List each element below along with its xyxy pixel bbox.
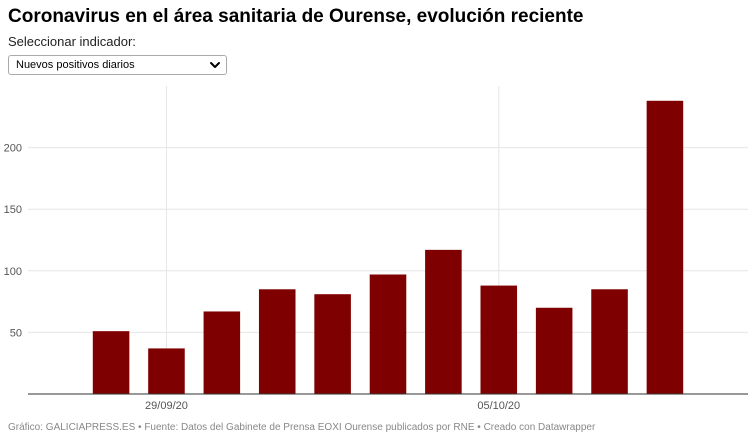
y-tick-label: 50 <box>10 327 22 339</box>
bar <box>314 294 351 394</box>
y-tick-label: 200 <box>4 143 22 155</box>
bar <box>203 311 241 394</box>
bar <box>258 289 296 394</box>
bar <box>646 100 684 394</box>
y-tick-label: 100 <box>4 266 22 278</box>
chevron-down-icon <box>210 62 220 68</box>
bar <box>369 274 407 394</box>
bar <box>425 249 462 394</box>
x-tick-label: 29/09/20 <box>145 400 188 412</box>
indicator-select[interactable]: Nuevos positivos diarios <box>8 55 227 75</box>
bar <box>591 289 628 394</box>
bar <box>535 307 573 394</box>
bar <box>148 348 185 394</box>
x-tick-label: 05/10/20 <box>477 400 520 412</box>
bar <box>92 331 130 394</box>
indicator-select-value: Nuevos positivos diarios <box>16 59 135 71</box>
page-title: Coronavirus en el área sanitaria de Oure… <box>8 6 584 27</box>
y-tick-label: 150 <box>4 204 22 216</box>
chart-footer: Gráfico: GALICIAPRESS.ES • Fuente: Datos… <box>8 422 596 433</box>
indicator-selector-label: Seleccionar indicador: <box>8 34 136 49</box>
bar <box>480 285 518 394</box>
